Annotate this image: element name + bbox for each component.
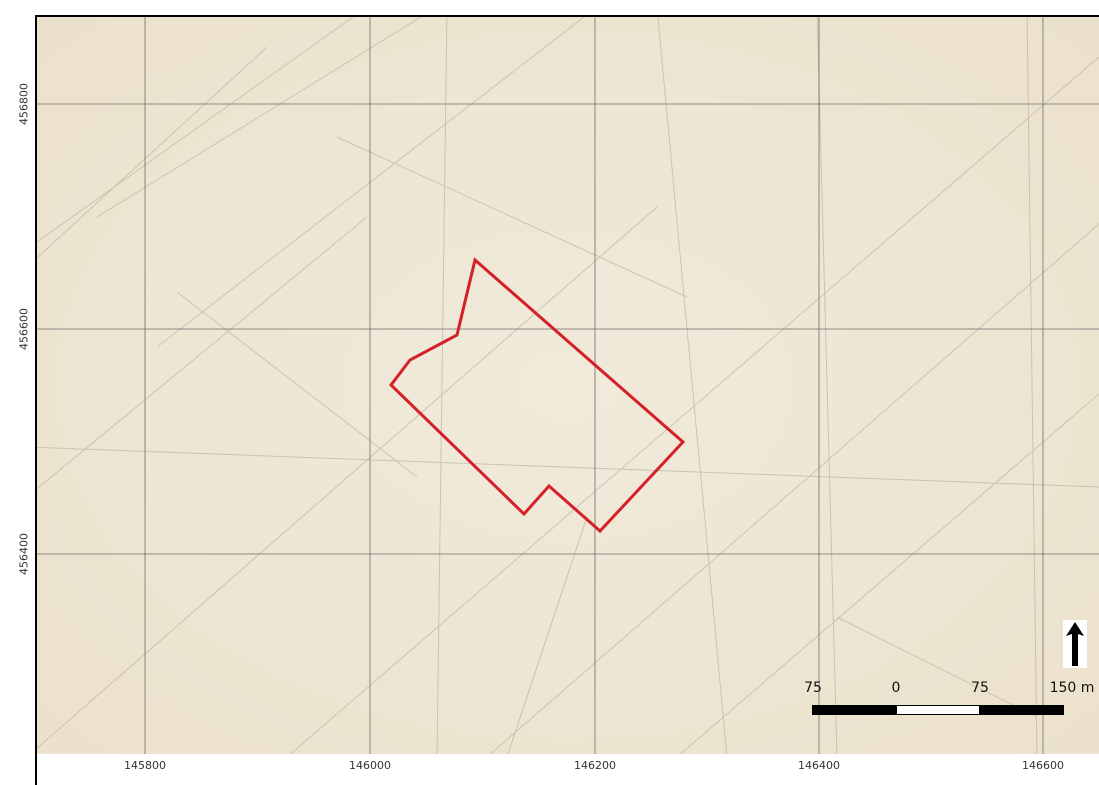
- historic-parcel-lines: [37, 17, 1099, 754]
- scale-bar-label: 0: [891, 680, 901, 696]
- parcel-line: [507, 516, 588, 754]
- parcel-line: [96, 17, 422, 218]
- parcel-line: [176, 291, 418, 478]
- scale-bar-segment: [812, 705, 896, 715]
- scale-bar-label: 75: [804, 680, 822, 696]
- parcel-line: [816, 17, 838, 754]
- northing-label: 456400: [17, 533, 31, 575]
- parcel-line: [657, 17, 728, 754]
- parcel-line: [289, 56, 1099, 754]
- easting-label: 146200: [574, 759, 616, 772]
- easting-label: 146600: [1022, 759, 1064, 772]
- parcel-line: [37, 446, 1099, 488]
- parcel-line: [37, 17, 354, 243]
- scale-bar: 75 0 75 150 m: [804, 680, 1094, 720]
- parcel-line: [1026, 17, 1038, 754]
- parcel-line: [37, 206, 658, 749]
- scale-bar-segment: [980, 705, 1064, 715]
- northing-label: 456600: [17, 308, 31, 350]
- study-area-boundary[interactable]: [389, 257, 686, 534]
- easting-label: 145800: [124, 759, 166, 772]
- parcel-line: [336, 136, 688, 298]
- parcel-line: [37, 46, 268, 259]
- scale-bar-segment: [896, 705, 980, 715]
- easting-label: 146000: [349, 759, 391, 772]
- parcel-line: [489, 223, 1099, 754]
- map-background: [37, 17, 1099, 754]
- parcel-line: [436, 17, 448, 754]
- northing-label: 456800: [17, 83, 31, 125]
- map-canvas[interactable]: [37, 17, 1099, 754]
- coordinate-grid: [37, 17, 1099, 754]
- parcel-line: [679, 393, 1099, 754]
- scale-bar-label: 75: [971, 680, 989, 696]
- parcel-line: [156, 17, 585, 348]
- map-svg: [37, 17, 1099, 754]
- map-border-top: [35, 15, 1099, 17]
- parcel-line: [37, 216, 368, 490]
- easting-label: 146400: [798, 759, 840, 772]
- parcel-line: [836, 616, 1038, 718]
- north-arrow-icon: [1063, 620, 1087, 668]
- map-border-left: [35, 15, 37, 785]
- scale-bar-label: 150 m: [1049, 680, 1095, 696]
